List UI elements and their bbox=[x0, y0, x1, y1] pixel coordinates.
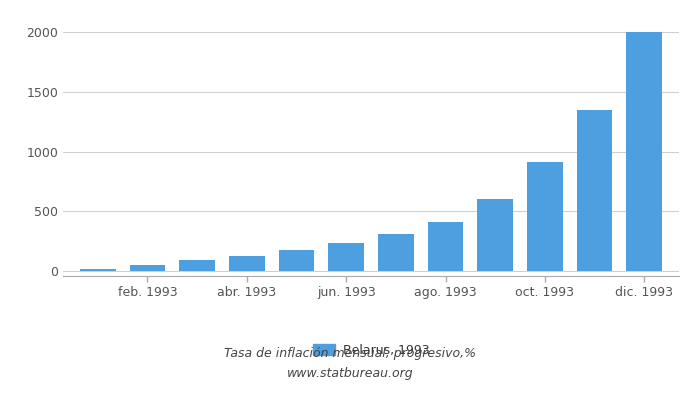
Bar bbox=[626, 32, 662, 271]
Bar bbox=[179, 260, 215, 271]
Bar bbox=[80, 269, 116, 271]
Text: www.statbureau.org: www.statbureau.org bbox=[287, 368, 413, 380]
Bar bbox=[328, 243, 364, 271]
Bar bbox=[279, 250, 314, 271]
Bar bbox=[130, 265, 165, 271]
Bar bbox=[378, 234, 414, 271]
Bar bbox=[477, 199, 513, 271]
Legend: Belarus, 1993: Belarus, 1993 bbox=[308, 338, 434, 362]
Bar bbox=[527, 162, 563, 271]
Bar bbox=[229, 256, 265, 271]
Bar bbox=[428, 222, 463, 271]
Text: Tasa de inflación mensual, progresivo,%: Tasa de inflación mensual, progresivo,% bbox=[224, 348, 476, 360]
Bar bbox=[577, 110, 612, 271]
